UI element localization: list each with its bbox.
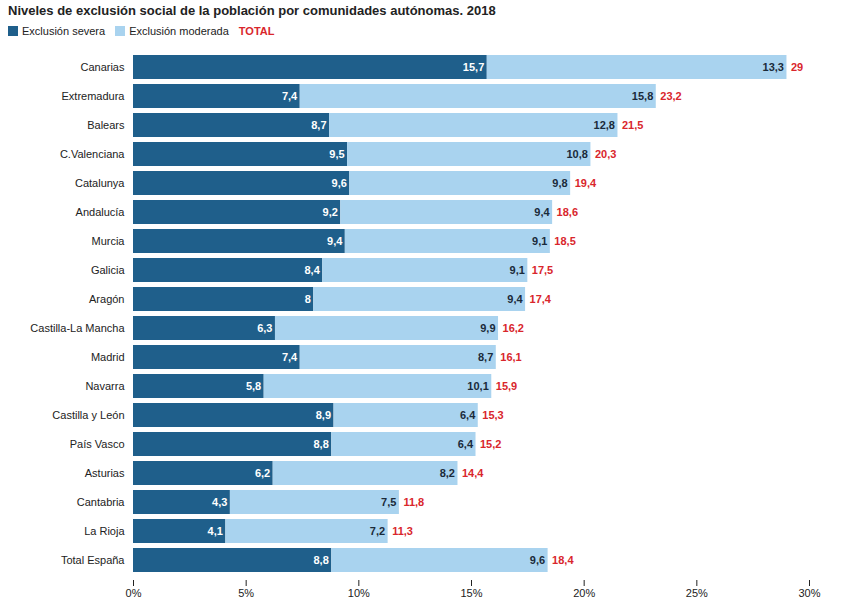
svg-text:15%: 15% [460,587,482,599]
svg-text:9,1: 9,1 [532,235,547,247]
svg-text:23,2: 23,2 [660,90,681,102]
svg-text:9,6: 9,6 [530,554,545,566]
svg-text:8,7: 8,7 [311,119,326,131]
svg-text:Navarra: Navarra [85,380,125,392]
svg-text:9,4: 9,4 [327,235,343,247]
svg-text:11,8: 11,8 [403,496,424,508]
svg-text:0%: 0% [126,587,142,599]
svg-text:19,4: 19,4 [575,177,597,189]
svg-text:12,8: 12,8 [594,119,615,131]
svg-text:Extremadura: Extremadura [62,90,126,102]
svg-text:8,8: 8,8 [313,554,328,566]
svg-text:4,1: 4,1 [208,525,223,537]
svg-text:5,8: 5,8 [246,380,261,392]
svg-text:6,2: 6,2 [255,467,270,479]
svg-text:10,1: 10,1 [467,380,488,392]
svg-text:9,1: 9,1 [510,264,525,276]
svg-text:10,8: 10,8 [567,148,588,160]
svg-text:20%: 20% [573,587,595,599]
svg-text:16,1: 16,1 [500,351,521,363]
svg-text:6,4: 6,4 [460,409,476,421]
svg-text:6,3: 6,3 [257,322,272,334]
svg-text:Galicia: Galicia [91,264,126,276]
svg-text:Castilla-La Mancha: Castilla-La Mancha [30,322,125,334]
html-text:TOTAL: TOTAL [238,25,275,37]
svg-text:18,4: 18,4 [552,554,574,566]
svg-text:8,2: 8,2 [440,467,455,479]
svg-text:9,9: 9,9 [480,322,495,334]
svg-text:Cantabria: Cantabria [77,496,126,508]
html-text:Niveles de exclusión social de: Niveles de exclusión social de la poblac… [8,3,496,18]
svg-text:29: 29 [791,61,803,73]
svg-text:9,6: 9,6 [332,177,347,189]
svg-text:8,7: 8,7 [478,351,493,363]
svg-text:Murcia: Murcia [91,235,125,247]
svg-text:15,3: 15,3 [482,409,503,421]
svg-text:C.Valenciana: C.Valenciana [60,148,125,160]
svg-text:País Vasco: País Vasco [70,438,125,450]
svg-text:16,2: 16,2 [503,322,524,334]
html-text:Exclusión moderada: Exclusión moderada [129,25,229,37]
svg-text:Balears: Balears [87,119,125,131]
svg-text:8,4: 8,4 [304,264,320,276]
svg-text:25%: 25% [686,587,708,599]
svg-text:15,7: 15,7 [463,61,484,73]
svg-text:14,4: 14,4 [462,467,484,479]
svg-text:30%: 30% [798,587,820,599]
svg-text:Andalucía: Andalucía [76,206,126,218]
svg-text:10%: 10% [348,587,370,599]
svg-text:9,4: 9,4 [507,293,523,305]
svg-text:7,4: 7,4 [282,351,298,363]
svg-text:9,2: 9,2 [323,206,338,218]
svg-text:13,3: 13,3 [763,61,784,73]
svg-text:17,4: 17,4 [530,293,552,305]
svg-text:21,5: 21,5 [622,119,643,131]
svg-text:6,4: 6,4 [458,438,474,450]
svg-text:La Rioja: La Rioja [84,525,125,537]
svg-text:8,9: 8,9 [316,409,331,421]
svg-text:15,8: 15,8 [632,90,653,102]
svg-text:Asturias: Asturias [85,467,125,479]
svg-text:9,5: 9,5 [329,148,344,160]
svg-text:15,9: 15,9 [496,380,517,392]
svg-text:15,2: 15,2 [480,438,501,450]
svg-text:11,3: 11,3 [392,525,413,537]
svg-text:Aragón: Aragón [89,293,124,305]
svg-text:17,5: 17,5 [532,264,553,276]
svg-text:8,8: 8,8 [313,438,328,450]
svg-text:5%: 5% [238,587,254,599]
svg-text:4,3: 4,3 [212,496,227,508]
svg-text:Canarias: Canarias [80,61,125,73]
svg-text:Castilla y León: Castilla y León [52,409,124,421]
svg-text:7,4: 7,4 [282,90,298,102]
svg-text:8: 8 [305,293,311,305]
svg-text:18,6: 18,6 [557,206,578,218]
svg-text:9,8: 9,8 [552,177,567,189]
svg-text:Madrid: Madrid [91,351,125,363]
svg-text:20,3: 20,3 [595,148,616,160]
svg-text:7,2: 7,2 [370,525,385,537]
svg-text:Catalunya: Catalunya [75,177,125,189]
svg-text:Total España: Total España [61,554,125,566]
svg-text:18,5: 18,5 [554,235,575,247]
svg-text:7,5: 7,5 [381,496,396,508]
svg-text:9,4: 9,4 [534,206,550,218]
html-text:Exclusión severa: Exclusión severa [22,25,106,37]
